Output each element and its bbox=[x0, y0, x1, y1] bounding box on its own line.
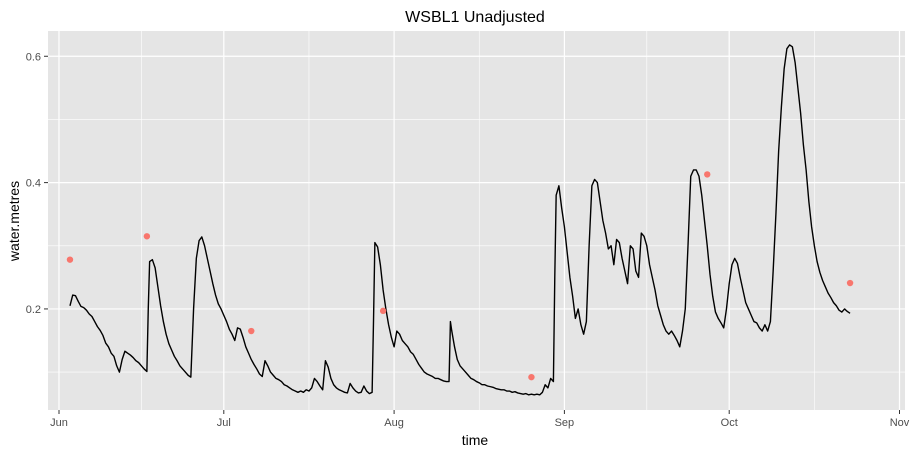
y-tick-label: 0.4 bbox=[26, 178, 41, 190]
x-tick-label: Jul bbox=[217, 417, 231, 429]
x-tick-label: Oct bbox=[721, 417, 738, 429]
observation-point bbox=[66, 256, 74, 263]
panel-background bbox=[48, 31, 905, 410]
grid-major bbox=[48, 31, 905, 410]
x-axis: Jun Jul Aug Sep Oct Nov bbox=[50, 410, 910, 429]
observation-point bbox=[248, 327, 255, 335]
y-axis: 0.2 0.4 0.6 bbox=[26, 51, 48, 316]
x-tick-label: Nov bbox=[890, 417, 910, 429]
x-tick-label: Sep bbox=[555, 417, 575, 429]
chart-title: WSBL1 Unadjusted bbox=[405, 9, 545, 26]
observation-point bbox=[704, 171, 711, 178]
water-level-line bbox=[69, 44, 851, 396]
y-axis-label: water.metres bbox=[6, 181, 22, 262]
observation-point bbox=[379, 307, 387, 315]
observation-point bbox=[528, 373, 535, 381]
x-tick-label: Jun bbox=[50, 417, 68, 429]
observation-point bbox=[846, 279, 854, 287]
x-tick-label: Aug bbox=[384, 417, 404, 429]
x-axis-label: time bbox=[462, 432, 489, 448]
series-layer bbox=[66, 44, 854, 396]
y-tick-label: 0.6 bbox=[26, 51, 41, 63]
y-tick-label: 0.2 bbox=[26, 304, 41, 316]
observation-point bbox=[143, 233, 151, 240]
